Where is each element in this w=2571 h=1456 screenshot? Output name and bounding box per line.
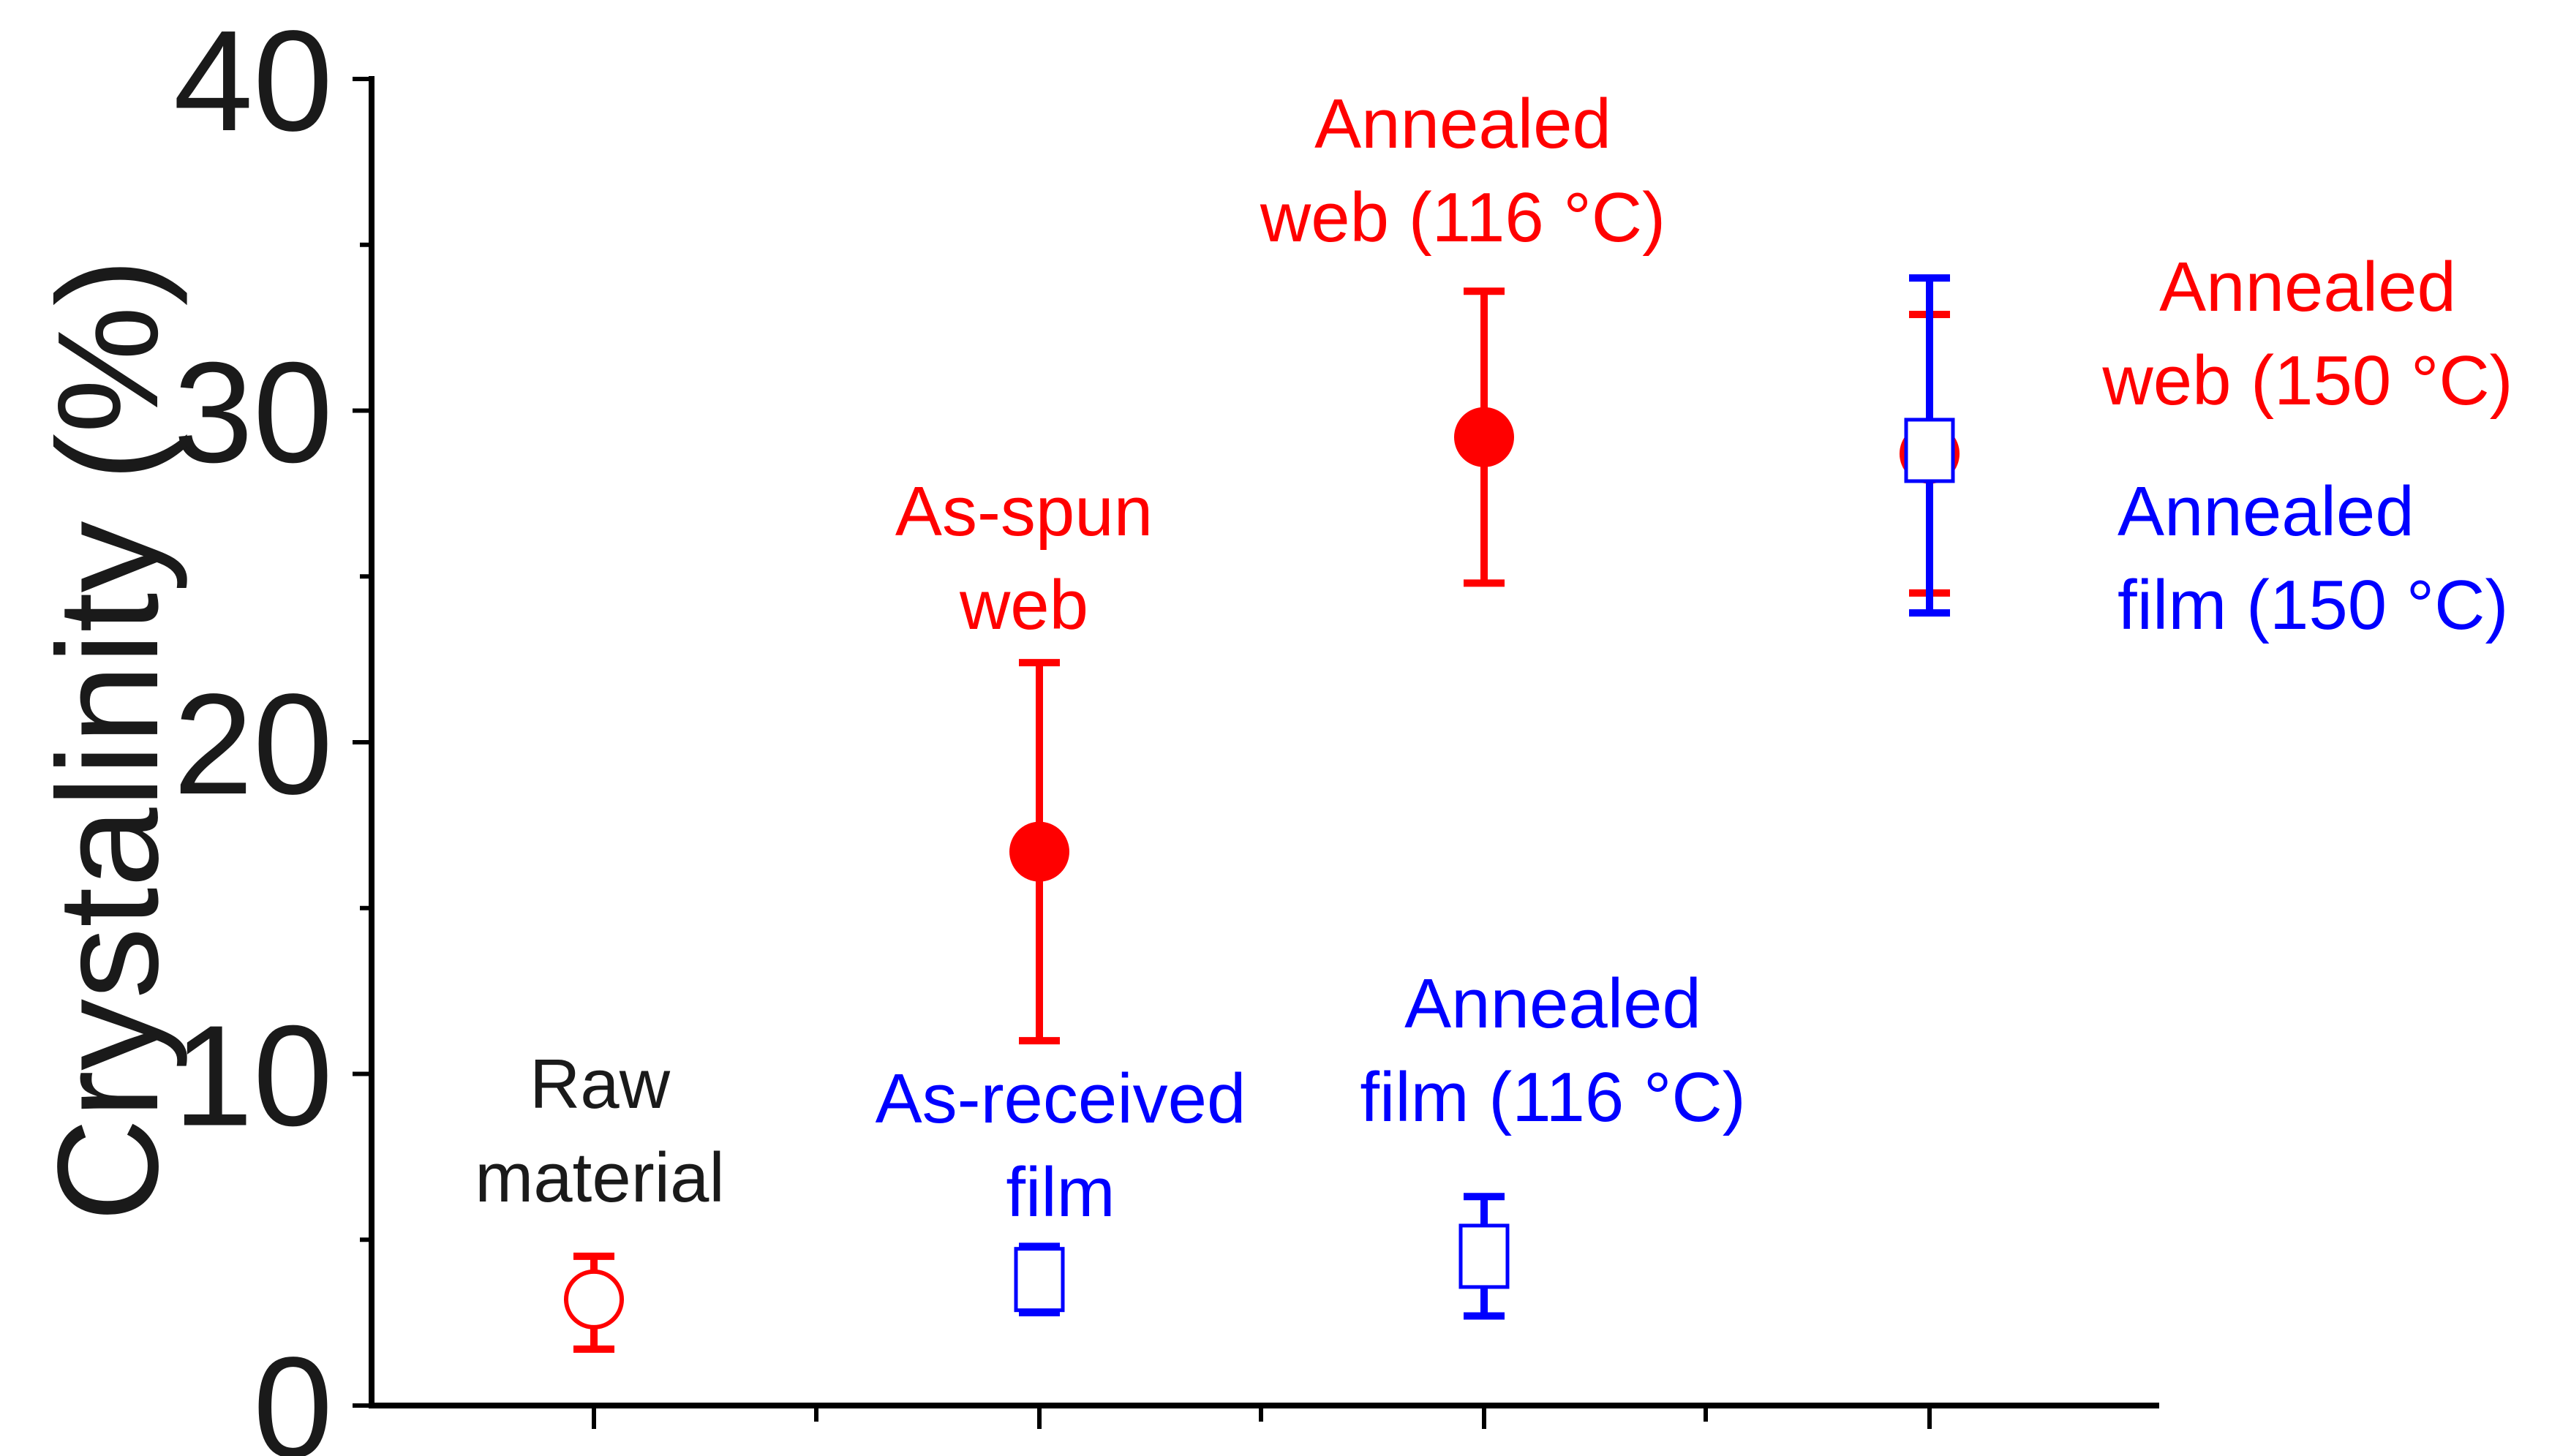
point-label: Annealed bbox=[1404, 965, 1701, 1043]
point-label: film (150 °C) bbox=[2118, 566, 2508, 644]
axes: 0 10 20 30 40 Crystalinity (%) bbox=[28, 1, 2159, 1456]
data-point-circle bbox=[1454, 407, 1514, 467]
data-point-square bbox=[1014, 1247, 1065, 1313]
y-tick-label: 40 bbox=[173, 1, 333, 161]
data-point-square bbox=[1904, 418, 1955, 483]
y-tick-label: 0 bbox=[253, 1327, 333, 1456]
y-tick-label: 20 bbox=[173, 664, 333, 824]
point-label: film (116 °C) bbox=[1360, 1058, 1745, 1136]
data-marks bbox=[564, 274, 1960, 1353]
data-point-circle bbox=[564, 1269, 624, 1329]
point-labels: Raw material As-spun web Annealed web (116 °C… bbox=[475, 85, 2512, 1231]
point-label: web (116 °C) bbox=[1260, 178, 1665, 257]
point-label: Annealed bbox=[2159, 248, 2456, 326]
y-tick-label: 10 bbox=[173, 996, 333, 1156]
point-label: web (150 °C) bbox=[2101, 342, 2512, 420]
point-label: Annealed bbox=[2118, 472, 2414, 551]
point-label: film bbox=[1006, 1153, 1115, 1231]
data-point-circle bbox=[1009, 821, 1069, 882]
point-label: web bbox=[959, 566, 1088, 644]
point-label: As-spun bbox=[895, 472, 1153, 551]
data-point-square bbox=[1458, 1223, 1510, 1289]
point-label: material bbox=[475, 1139, 724, 1217]
y-tick-label: 30 bbox=[173, 333, 333, 493]
point-label: Annealed bbox=[1314, 85, 1611, 163]
point-label: As-received bbox=[876, 1060, 1246, 1138]
y-axis-title: Crystalinity (%) bbox=[28, 258, 188, 1222]
point-label: Raw bbox=[530, 1045, 671, 1123]
